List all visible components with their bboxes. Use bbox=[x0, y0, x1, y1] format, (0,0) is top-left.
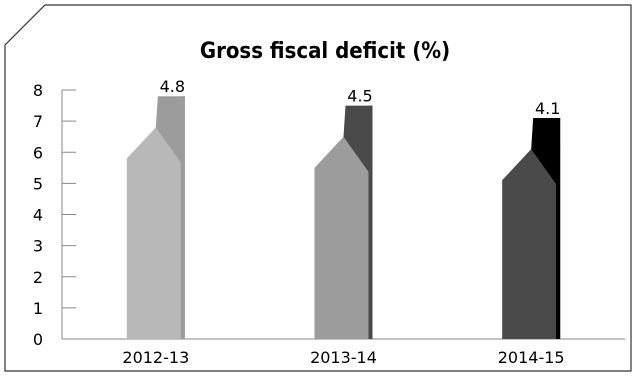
y-tick-label: 4 bbox=[33, 206, 43, 225]
data-label: 4.5 bbox=[347, 87, 372, 106]
bar-edge bbox=[368, 105, 373, 339]
y-tick-label: 6 bbox=[33, 143, 43, 162]
y-tick-label: 3 bbox=[33, 237, 43, 256]
y-tick-label: 8 bbox=[33, 81, 43, 100]
chart-title: Gross fiscal deficit (%) bbox=[200, 39, 450, 64]
bar-edge bbox=[556, 118, 561, 339]
data-label: 4.1 bbox=[535, 99, 560, 118]
x-tick-label: 2014-15 bbox=[498, 348, 565, 367]
y-tick-label: 2 bbox=[33, 268, 43, 287]
y-tick-label: 0 bbox=[33, 330, 43, 349]
bar-front bbox=[314, 136, 369, 339]
bar-front bbox=[126, 127, 181, 339]
y-tick-label: 5 bbox=[33, 174, 43, 193]
x-tick-labels-group: 2012-13 2013-14 2014-15 bbox=[122, 348, 564, 367]
bar-edge bbox=[180, 96, 185, 339]
y-tick-group: 0 1 2 3 4 5 6 7 8 bbox=[33, 81, 76, 349]
y-tick-label: 1 bbox=[33, 299, 43, 318]
frame-border bbox=[4, 4, 632, 372]
data-label: 4.8 bbox=[160, 77, 185, 96]
bar-front bbox=[502, 149, 557, 339]
y-tick-label: 7 bbox=[33, 112, 43, 131]
bars-group bbox=[126, 96, 561, 339]
x-tick-label: 2013-14 bbox=[310, 348, 377, 367]
x-tick-label: 2012-13 bbox=[122, 348, 189, 367]
data-labels-group: 4.8 4.5 4.1 bbox=[160, 77, 561, 118]
